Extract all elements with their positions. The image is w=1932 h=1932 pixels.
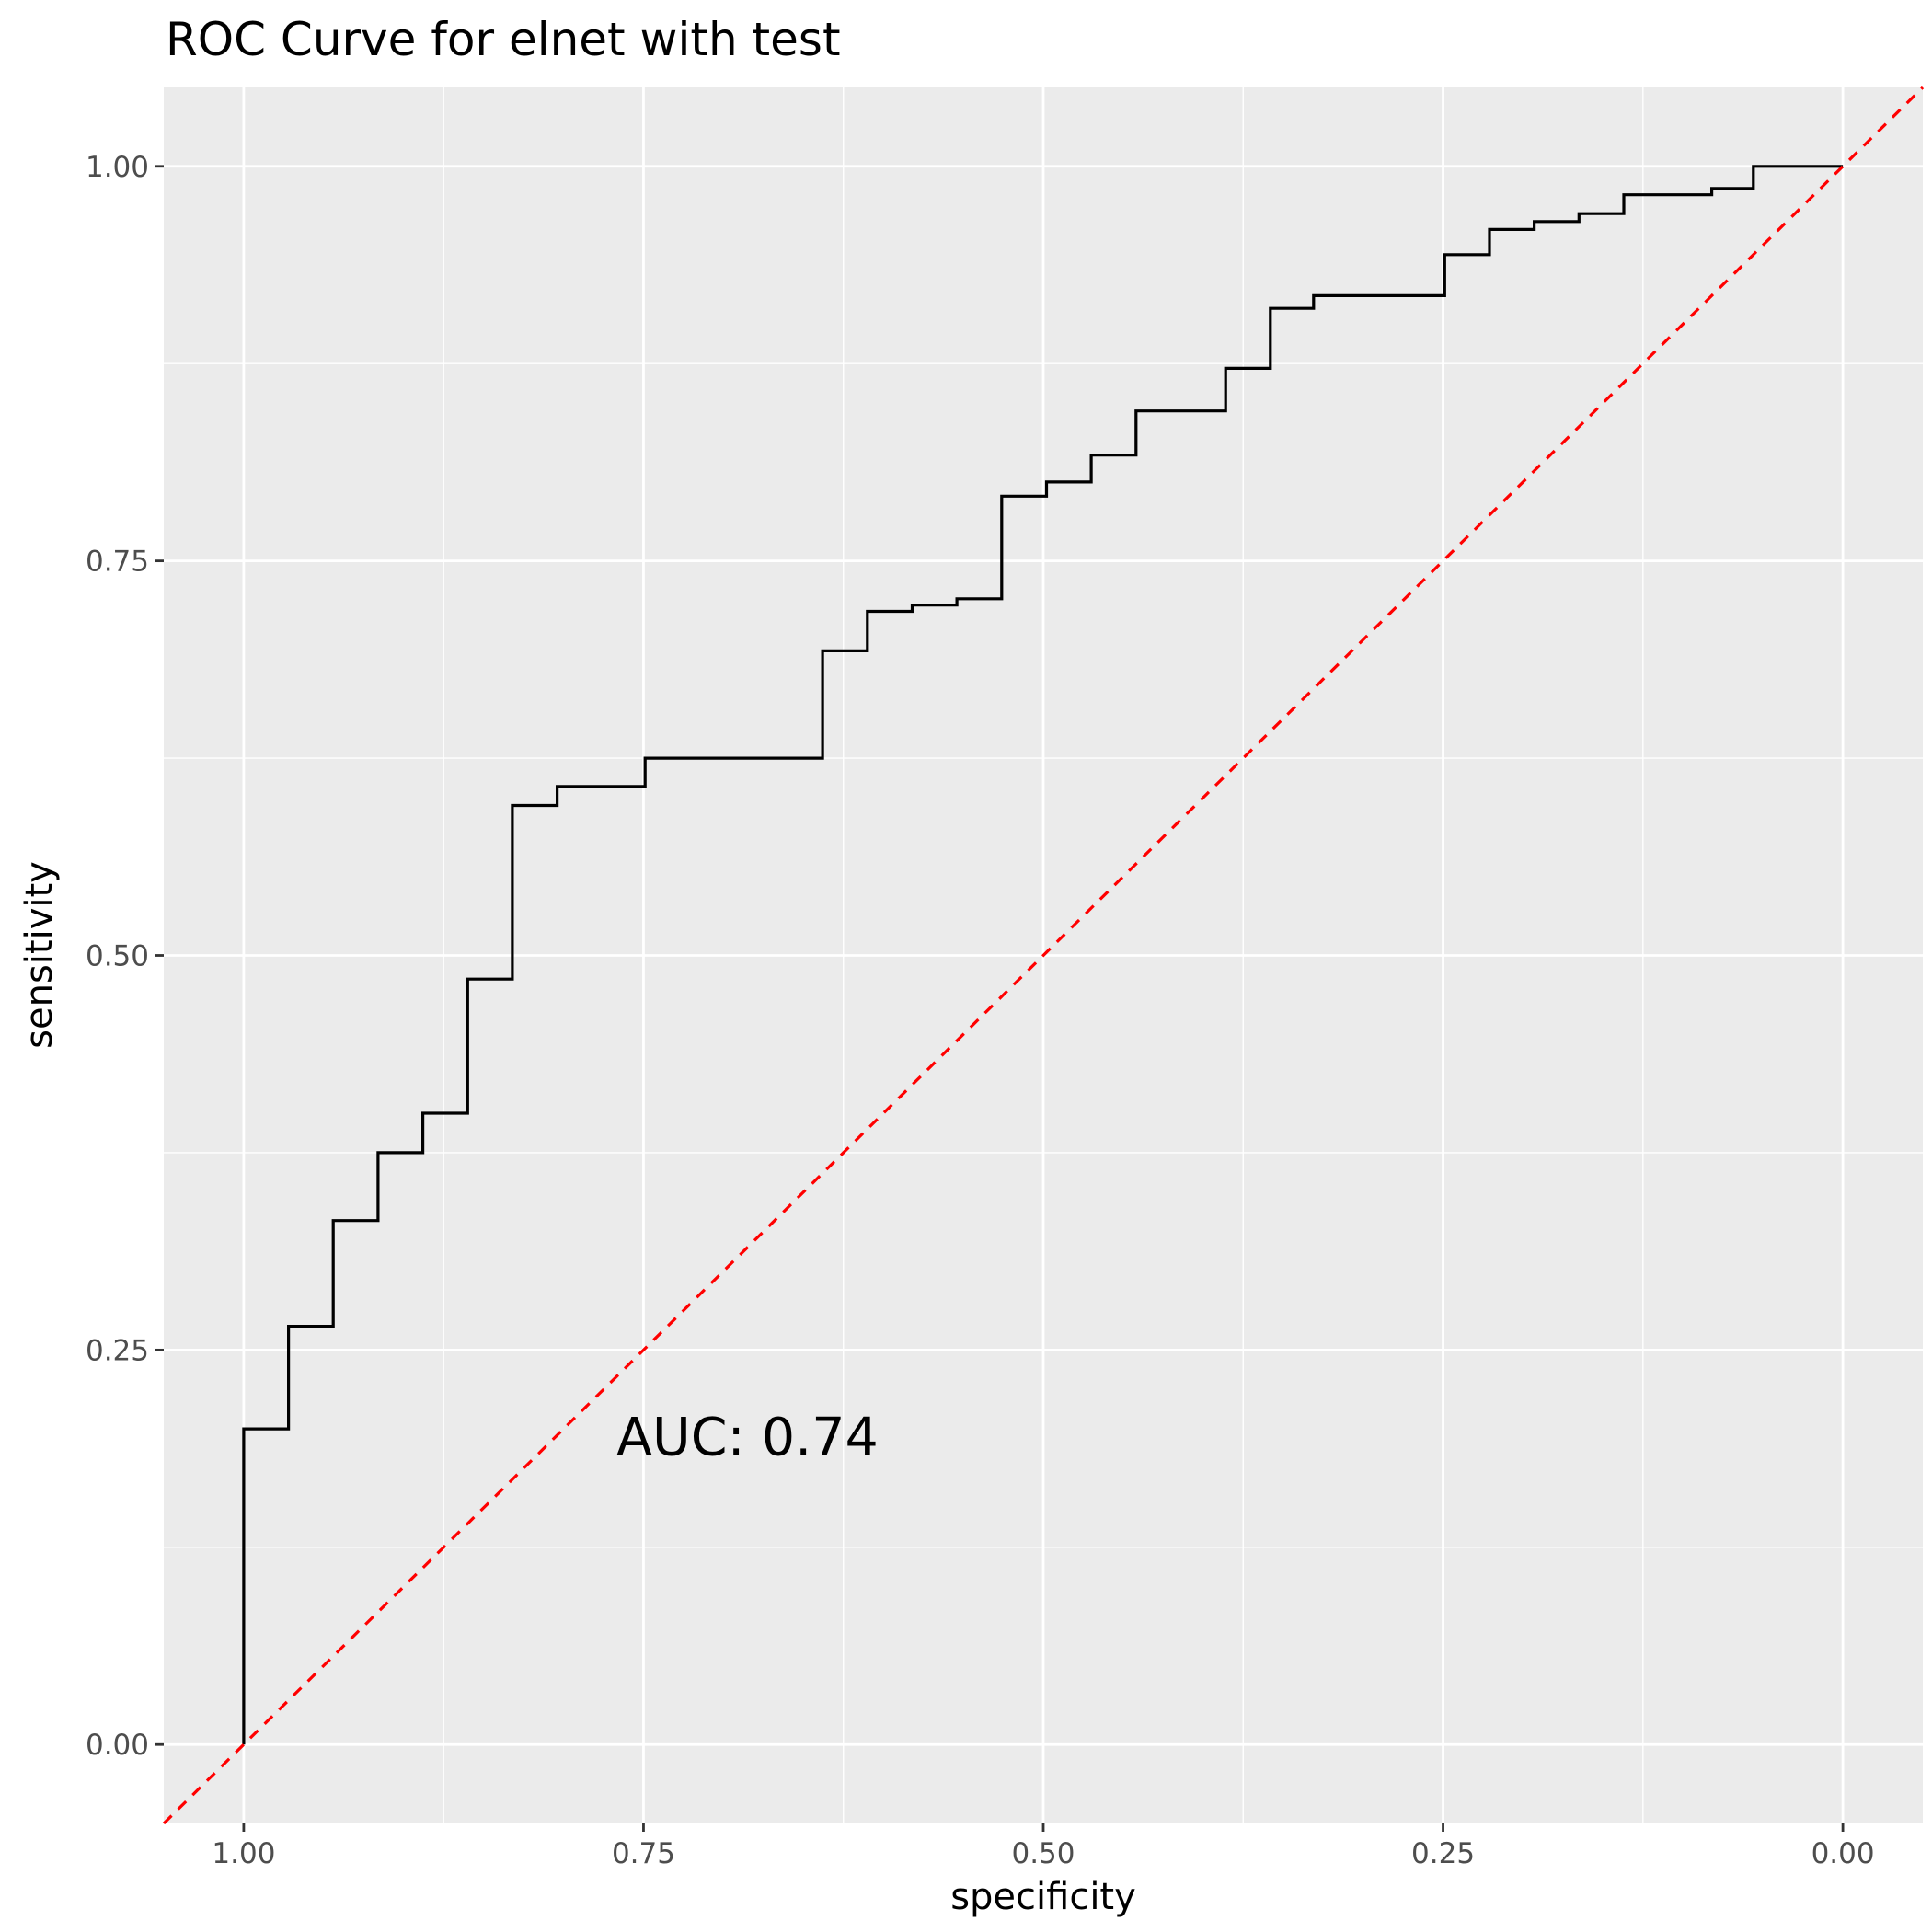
x-tick-label: 0.50 [1011,1837,1075,1870]
auc-annotation: AUC: 0.74 [616,1408,879,1468]
x-tick-label: 0.00 [1811,1837,1875,1870]
y-tick-label: 0.75 [86,546,149,579]
y-tick-label: 0.50 [86,940,149,973]
x-axis: 1.00 0.75 0.50 0.25 0.00 [212,1823,1875,1870]
y-tick-label: 1.00 [86,151,149,184]
x-tick-label: 1.00 [212,1837,275,1870]
chart-title: ROC Curve for elnet with test [166,13,841,66]
x-tick-label: 0.25 [1411,1837,1475,1870]
y-tick-label: 0.25 [86,1334,149,1367]
y-axis: 0.00 0.25 0.50 0.75 1.00 [86,151,164,1762]
series-layer [162,86,1925,1825]
y-axis-title: sensitivity [18,861,61,1049]
y-tick-label: 0.00 [86,1729,149,1762]
roc-curve-line [242,165,1844,1745]
annotation-layer: AUC: 0.74 [616,1408,879,1468]
x-axis-title: specificity [950,1876,1136,1918]
x-tick-label: 0.75 [612,1837,675,1870]
reference-diagonal-line [162,86,1925,1825]
